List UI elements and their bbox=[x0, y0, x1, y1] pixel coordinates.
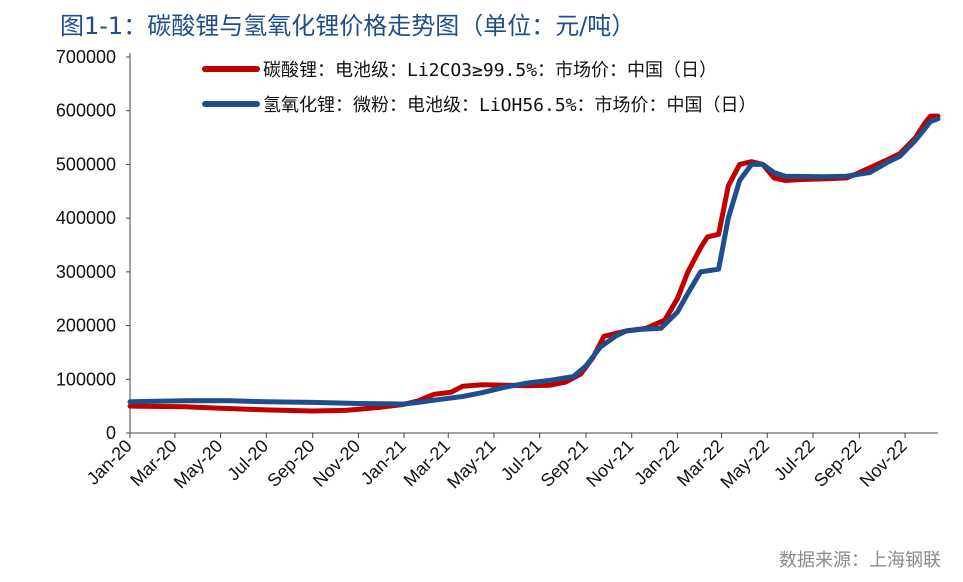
source-note: 数据来源：上海钢联 bbox=[779, 550, 941, 571]
x-tick-label: Jan-20 bbox=[83, 436, 136, 489]
x-tick-label: Jan-21 bbox=[357, 436, 410, 489]
x-tick-label: Nov-21 bbox=[582, 436, 637, 491]
x-tick-label: May-20 bbox=[170, 436, 227, 493]
y-tick-label: 300000 bbox=[56, 262, 116, 282]
series-line-li2co3 bbox=[127, 113, 941, 414]
x-tick-label: Sep-20 bbox=[263, 436, 318, 491]
legend-label: 碳酸锂：电池级：Li2CO3≥99.5%：市场价：中国（日） bbox=[263, 60, 717, 81]
legend-label: 氢氧化锂：微粉：电池级：LiOH56.5%：市场价：中国（日） bbox=[263, 95, 757, 116]
x-tick-label: May-21 bbox=[443, 436, 500, 493]
series-line-lioh bbox=[127, 116, 941, 407]
y-tick-label: 600000 bbox=[56, 101, 116, 121]
y-tick-label: 100000 bbox=[56, 369, 116, 389]
y-tick-label: 700000 bbox=[56, 47, 116, 67]
y-tick-label: 400000 bbox=[56, 208, 116, 228]
y-tick-label: 500000 bbox=[56, 154, 116, 174]
y-tick-label: 200000 bbox=[56, 316, 116, 336]
y-tick-label: 0 bbox=[106, 423, 116, 443]
x-tick-label: Nov-22 bbox=[856, 436, 911, 491]
chart-title: 图1-1：碳酸锂与氢氧化锂价格走势图（单位：元/吨） bbox=[60, 12, 636, 40]
x-tick-label: Jan-22 bbox=[630, 436, 683, 489]
x-tick-label: Nov-20 bbox=[309, 436, 364, 491]
x-tick-label: Sep-21 bbox=[537, 436, 592, 491]
x-tick-label: May-22 bbox=[717, 436, 774, 493]
x-tick-label: Sep-22 bbox=[810, 436, 865, 491]
